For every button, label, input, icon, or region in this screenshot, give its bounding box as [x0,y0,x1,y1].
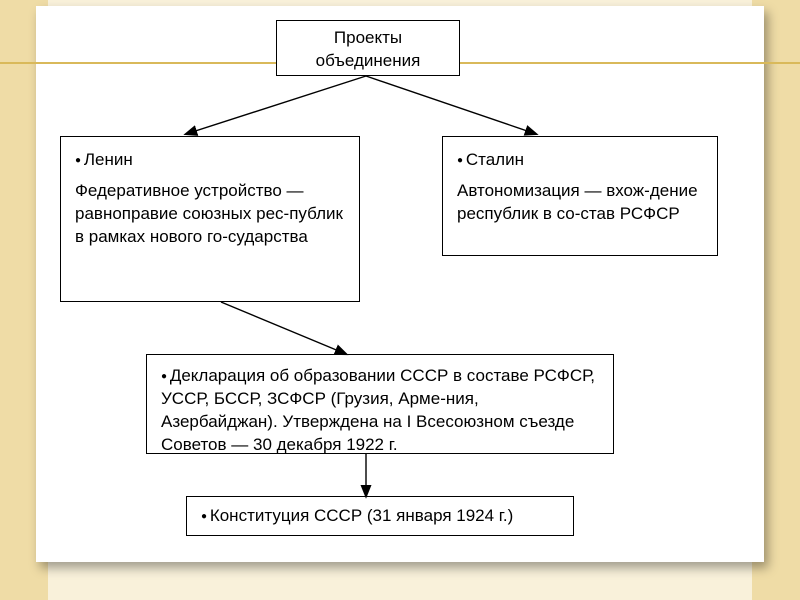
constitution-text: Конституция СССР (31 января 1924 г.) [201,506,513,525]
box-lenin: Ленин Федеративное устройство — равнопра… [60,136,360,302]
box-stalin: Сталин Автономизация — вхож-дение респуб… [442,136,718,256]
declaration-text: Декларация об образовании СССР в составе… [161,366,595,454]
stalin-body: Автономизация — вхож-дение республик в с… [457,180,703,226]
box-constitution: Конституция СССР (31 января 1924 г.) [186,496,574,536]
slide-background: Проекты объединения Ленин Федеративное у… [0,0,800,600]
box-declaration: Декларация об образовании СССР в составе… [146,354,614,454]
top-line2: объединения [316,51,421,70]
slide-card: Проекты объединения Ленин Федеративное у… [36,6,764,562]
box-projects: Проекты объединения [276,20,460,76]
lenin-body: Федеративное устройство — равноправие со… [75,180,345,249]
top-line1: Проекты [334,28,402,47]
lenin-heading: Ленин [75,149,345,172]
stalin-heading: Сталин [457,149,703,172]
